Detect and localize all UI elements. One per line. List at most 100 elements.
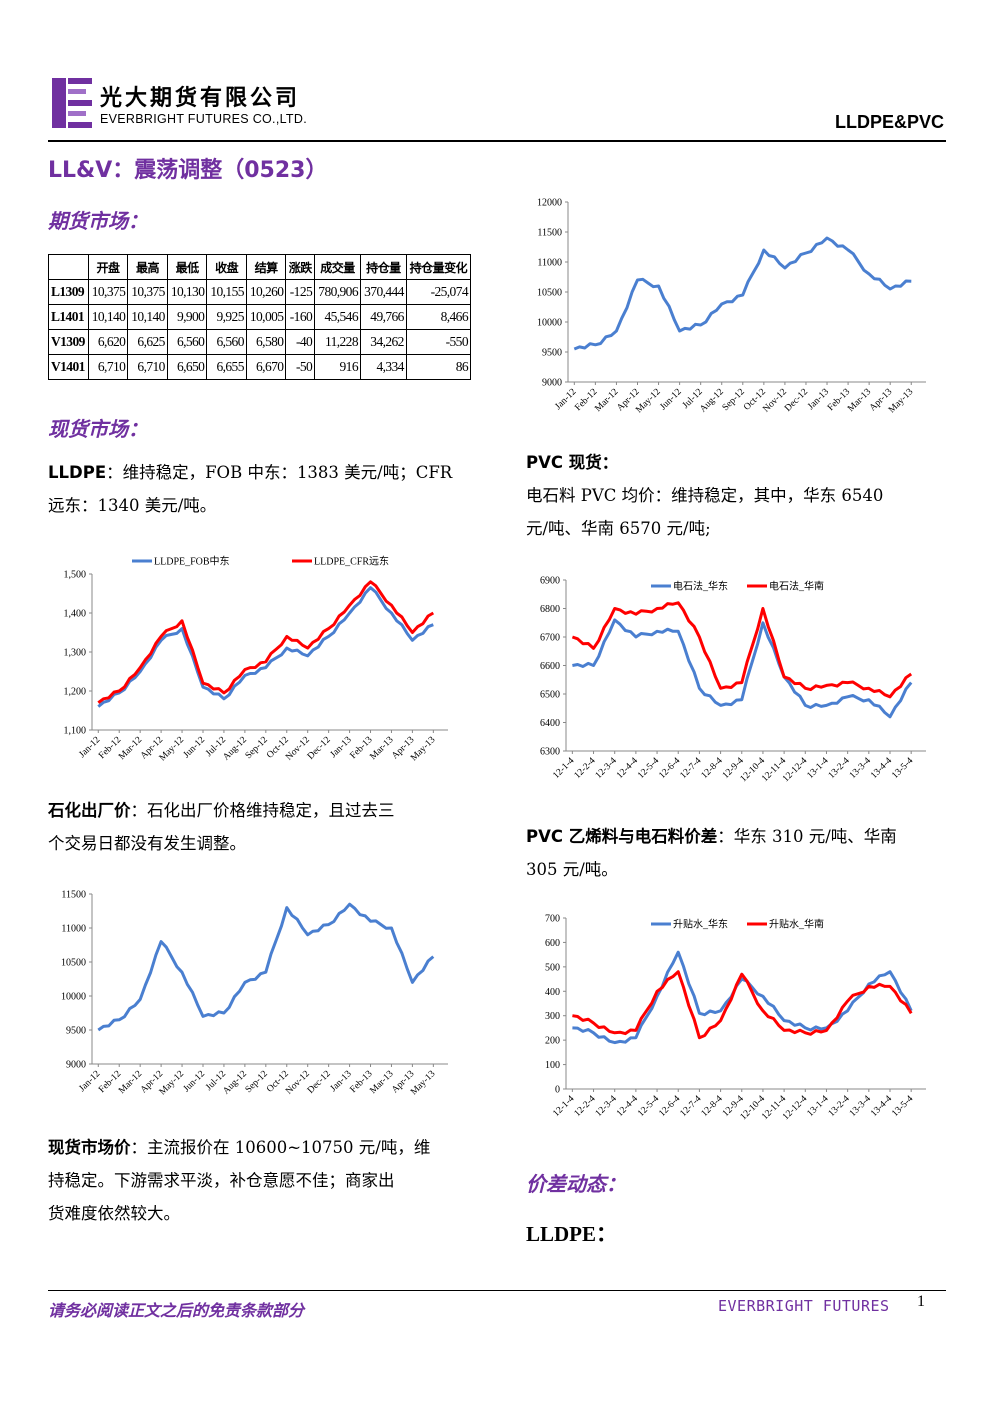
value-cell: 49,766 (359, 304, 407, 330)
y-tick-label: 10500 (61, 958, 86, 969)
petro-price-chart: 9000 9500 10000 10500 11000 11500 Jan-12 Feb-12… (48, 882, 468, 1112)
value-cell: 10,005 (245, 304, 287, 330)
x-tick-label: 13-3-4 (848, 1094, 873, 1119)
x-tick-label: 12-8-4 (700, 756, 725, 781)
value-cell: 6,620 (87, 329, 129, 355)
futures-heading: 期货市场： (48, 209, 148, 233)
y-tick-label: 6300 (540, 747, 560, 758)
value-cell: 6,655 (206, 354, 247, 380)
lldpe-paragraph: LLDPE：维持稳定，FOB 中东：1383 美元/吨；CFR 远东：1340 … (48, 456, 468, 522)
value-cell: 6,710 (87, 354, 129, 380)
x-tick-label: Sep-12 (721, 387, 747, 413)
x-tick-label: Mar-13 (846, 387, 873, 414)
y-tick-label: 11000 (61, 924, 86, 935)
header-divider (48, 140, 946, 142)
spread-label: PVC 乙烯料与电石料价差 (526, 827, 718, 846)
value-cell: 6,670 (245, 354, 287, 380)
series-line (572, 970, 913, 1040)
x-tick-label: Nov-12 (284, 735, 312, 763)
value-cell: 45,546 (314, 304, 361, 330)
table-row: L1309 10,375 10,375 10,130 10,155 10,260 -125 7… (48, 279, 472, 305)
market-text-3: 货难度依然较大。 (48, 1204, 180, 1223)
spread-heading: 价差动态： (526, 1172, 626, 1196)
y-tick-label: 9500 (542, 348, 562, 359)
x-tick-label: 13-4-4 (869, 756, 894, 781)
y-tick-label: 700 (545, 914, 560, 925)
legend-label: LLDPE_FOB中东 (154, 555, 230, 568)
x-tick-label: Dec-12 (306, 1069, 333, 1096)
x-tick-label: 12-7-4 (679, 756, 704, 781)
y-tick-label: 1,500 (64, 570, 87, 581)
legend-label: 升贴水_华南 (769, 918, 824, 931)
series-line (97, 580, 435, 704)
company-name-en: EVERBRIGHT FUTURES CO.,LTD. (100, 112, 307, 126)
x-tick-label: 12-5-4 (636, 1094, 661, 1119)
value-cell: 34,262 (359, 329, 407, 355)
x-tick-label: 12-6-4 (657, 756, 682, 781)
contract-cell: L1309 (48, 279, 89, 305)
x-tick-label: 13-4-4 (869, 1094, 894, 1119)
x-tick-label: 13-2-4 (827, 756, 852, 781)
series-line (97, 586, 434, 708)
pvc-paragraph: PVC 现货： 电石料 PVC 均价：维持稳定，其中，华东 6540 元/吨、华… (526, 446, 946, 545)
x-tick-label: Dec-12 (783, 387, 810, 414)
x-tick-label: 12-1-4 (551, 1094, 576, 1119)
chart-svg: 9000950010000105001100011500Jan-12Feb-12… (61, 890, 448, 1097)
x-tick-label: Sep-12 (244, 735, 270, 761)
market-label: 现货市场价 (48, 1138, 131, 1157)
legend-label: 升贴水_华东 (673, 918, 728, 931)
futures-table: 开盘 最高 最低 收盘 结算 涨跌 成交量 持仓量 持仓量变化 L1309 10,375 10,37… (48, 254, 472, 380)
y-tick-label: 11500 (537, 228, 562, 239)
y-tick-label: 6500 (540, 690, 560, 701)
x-tick-label: 13-2-4 (827, 1094, 852, 1119)
x-tick-label: Nov-12 (284, 1069, 312, 1097)
spread-text-2: 305 元/吨。 (526, 860, 618, 879)
page-number: 1 (917, 1293, 925, 1310)
y-tick-label: 600 (545, 938, 560, 949)
value-cell: -40 (285, 329, 316, 355)
x-tick-label: Nov-12 (761, 387, 789, 415)
value-cell: 10,375 (127, 279, 168, 305)
y-tick-label: 11000 (537, 258, 562, 269)
value-cell: 916 (314, 354, 361, 380)
table-row: L1401 10,140 10,140 9,900 9,925 10,005 -160 45,… (48, 304, 472, 330)
company-name-cn: 光大期货有限公司 (100, 86, 301, 111)
series-line (572, 618, 913, 719)
table-header-cell (48, 254, 89, 280)
y-tick-label: 10000 (61, 992, 86, 1003)
pvc-text-2: 元/吨、华南 6570 元/吨; (526, 519, 711, 538)
y-tick-label: 9500 (66, 1026, 86, 1037)
y-tick-label: 1,400 (64, 609, 87, 620)
y-tick-label: 9000 (66, 1060, 86, 1071)
table-header-cell: 持仓量 (359, 254, 407, 280)
footer-divider (48, 1290, 946, 1291)
x-tick-label: 12-2-4 (573, 1094, 598, 1119)
x-tick-label: Mar-13 (368, 735, 395, 762)
value-cell: 8,466 (405, 304, 472, 330)
x-tick-label: 12-4-4 (615, 1094, 640, 1119)
table-header-cell: 成交量 (314, 254, 361, 280)
lldpe-subheading: LLDPE： (526, 1222, 618, 1246)
market-paragraph: 现货市场价：主流报价在 10600~10750 元/吨，维 持稳定。下游需求平淡… (48, 1131, 468, 1230)
x-tick-label: Jun-12 (182, 735, 208, 761)
y-tick-label: 10000 (537, 318, 562, 329)
value-cell: 10,155 (206, 279, 247, 305)
legend-label: LLDPE_CFR远东 (314, 555, 389, 568)
y-tick-label: 10500 (537, 288, 562, 299)
value-cell: 6,710 (127, 354, 168, 380)
value-cell: -160 (285, 304, 316, 330)
value-cell: 10,130 (166, 279, 208, 305)
y-tick-label: 6900 (540, 576, 560, 587)
value-cell: 6,560 (206, 329, 247, 355)
y-tick-label: 1,300 (64, 648, 87, 659)
lldpe-label: LLDPE (48, 463, 107, 482)
contract-cell: L1401 (48, 304, 89, 330)
value-cell: 11,228 (314, 329, 361, 355)
spread-text: ：华东 310 元/吨、华南 (717, 827, 897, 846)
y-tick-label: 400 (545, 987, 560, 998)
disclaimer-note: 请务必阅读正文之后的免责条款部分 (48, 1301, 305, 1320)
y-tick-label: 12000 (537, 198, 562, 209)
pvc-spread-chart: 0 100 200 300 400 500 600 700 12-1-4 12-2-4 12-3-4… (526, 906, 946, 1141)
value-cell: 9,925 (206, 304, 247, 330)
x-tick-label: Aug-12 (221, 735, 249, 763)
